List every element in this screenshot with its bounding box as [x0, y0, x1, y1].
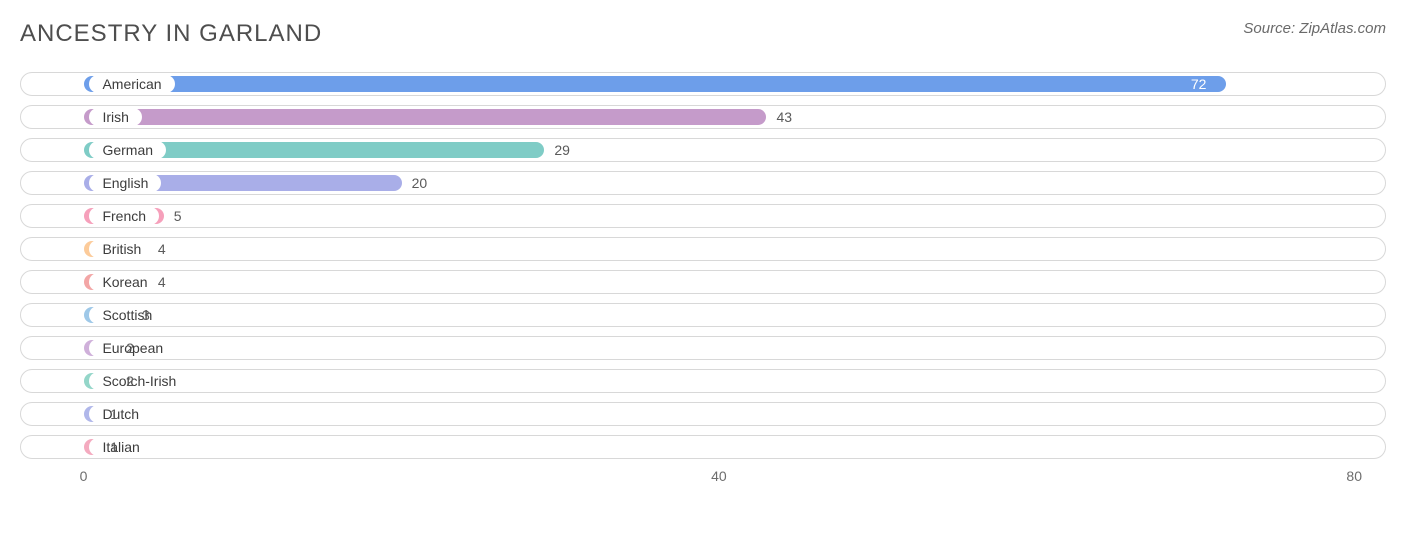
x-axis: 0 40 80	[20, 468, 1386, 490]
bar-label-pill: Irish	[89, 108, 141, 126]
bar-row: Italian1	[20, 435, 1386, 459]
bar-value: 2	[116, 370, 134, 392]
axis-tick: 40	[711, 468, 727, 484]
chart-source: Source: ZipAtlas.com	[1243, 20, 1386, 37]
bar-label-pill: British	[89, 240, 154, 258]
bar-row: Irish 43	[20, 105, 1386, 129]
bar-value: 72	[1191, 73, 1227, 95]
bar-value: 1	[100, 436, 118, 458]
bar-label-pill: Scotch-Irish	[89, 372, 189, 390]
bar-row: Scotch-Irish2	[20, 369, 1386, 393]
axis-tick: 0	[80, 468, 88, 484]
axis-tick: 80	[1346, 468, 1362, 484]
bar-label-pill: German	[89, 141, 166, 159]
bar-label-pill: Dutch	[89, 405, 152, 423]
bar-row: English 20	[20, 171, 1386, 195]
bar-value: 4	[148, 271, 166, 293]
source-value: ZipAtlas.com	[1299, 20, 1386, 37]
bar-value: 29	[544, 139, 570, 161]
bar-value: 1	[100, 403, 118, 425]
chart-header: ANCESTRY IN GARLAND Source: ZipAtlas.com	[20, 20, 1386, 48]
bar-row: Korean4	[20, 270, 1386, 294]
bar-fill	[84, 109, 766, 125]
source-label: Source:	[1243, 20, 1295, 37]
bar-value: 43	[766, 106, 792, 128]
bar-value: 3	[132, 304, 150, 326]
bar-label-pill: English	[89, 174, 161, 192]
bar-label-pill: Italian	[89, 438, 152, 456]
bar-value: 20	[402, 172, 428, 194]
chart-title: ANCESTRY IN GARLAND	[20, 20, 322, 48]
bar-row: British4	[20, 237, 1386, 261]
bar-fill	[84, 76, 1226, 92]
bar-row: Scottish3	[20, 303, 1386, 327]
bar-label-pill: French	[89, 207, 159, 225]
bar-row: French 5	[20, 204, 1386, 228]
bar-row: Dutch1	[20, 402, 1386, 426]
bar-label-pill: Scottish	[89, 306, 165, 324]
bar-label-pill: American	[89, 75, 174, 93]
bar-row: German 29	[20, 138, 1386, 162]
bar-container: American72Irish43German29English20French…	[20, 72, 1386, 459]
bar-value: 2	[116, 337, 134, 359]
bar-value: 4	[148, 238, 166, 260]
bar-row: European2	[20, 336, 1386, 360]
bar-value: 5	[164, 205, 182, 227]
chart-area: American72Irish43German29English20French…	[20, 72, 1386, 518]
bar-row: American 72	[20, 72, 1386, 96]
